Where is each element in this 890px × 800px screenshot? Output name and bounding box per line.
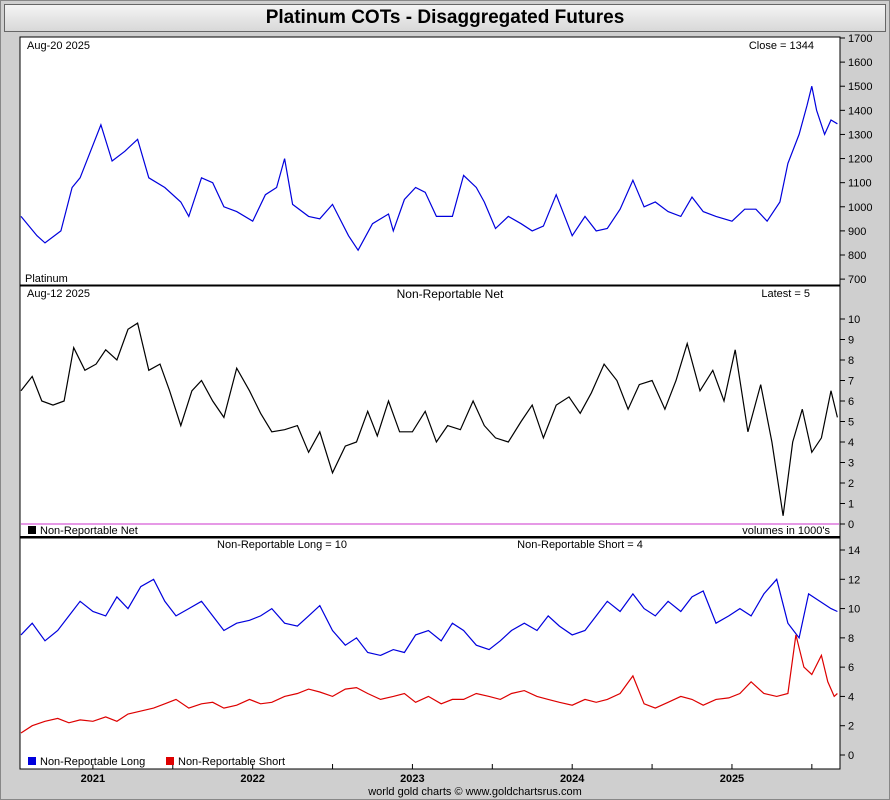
y-tick-label: 800 — [848, 250, 866, 262]
units-label: volumes in 1000's — [742, 525, 830, 537]
long-series-line — [20, 578, 838, 657]
net-series-line — [20, 322, 838, 516]
y-tick-label: 1200 — [848, 154, 872, 166]
long-legend-label: Non-Reportable Long — [40, 756, 145, 768]
chart-title: Platinum COTs - Disaggregated Futures — [4, 4, 886, 32]
y-tick-label: 9 — [848, 335, 854, 347]
y-tick-label: 10 — [848, 314, 860, 326]
y-tick-label: 3 — [848, 458, 854, 470]
y-tick-label: 1300 — [848, 129, 872, 141]
long-latest-label: Non-Reportable Long = 10 — [217, 539, 347, 551]
net-date-label: Aug-12 2025 — [27, 288, 90, 300]
y-tick-label: 12 — [848, 574, 860, 586]
price-close-label: Close = 1344 — [749, 40, 814, 52]
net-panel-title: Non-Reportable Net — [397, 287, 504, 301]
y-tick-label: 6 — [848, 396, 854, 408]
y-tick-label: 2 — [848, 478, 854, 490]
y-tick-label: 4 — [848, 437, 854, 449]
y-tick-label: 900 — [848, 226, 866, 238]
price-panel — [19, 36, 841, 286]
footer-credit: world gold charts © www.goldchartsrus.co… — [367, 786, 582, 798]
y-tick-label: 8 — [848, 633, 854, 645]
y-tick-label: 1100 — [848, 178, 872, 190]
net-latest-label: Latest = 5 — [761, 288, 810, 300]
y-tick-label: 7 — [848, 376, 854, 388]
short-latest-label: Non-Reportable Short = 4 — [517, 539, 643, 551]
y-tick-label: 1000 — [848, 202, 872, 214]
y-tick-label: 1 — [848, 499, 854, 511]
y-tick-label: 1700 — [848, 33, 872, 45]
y-tick-label: 1400 — [848, 105, 872, 117]
net-legend-label: Non-Reportable Net — [40, 525, 138, 537]
short-series-line — [20, 634, 838, 734]
y-tick-label: 1600 — [848, 57, 872, 69]
net-legend-swatch — [28, 526, 36, 534]
net-panel — [19, 285, 841, 538]
y-tick-label: 1500 — [848, 81, 872, 93]
x-tick-label: 2025 — [720, 773, 744, 785]
y-tick-label: 2 — [848, 721, 854, 733]
short-legend-label: Non-Reportable Short — [178, 756, 285, 768]
y-tick-label: 14 — [848, 545, 860, 557]
price-date-label: Aug-20 2025 — [27, 40, 90, 52]
x-tick-label: 2024 — [560, 773, 585, 785]
x-tick-label: 2023 — [400, 773, 424, 785]
y-tick-label: 4 — [848, 691, 854, 703]
y-tick-label: 700 — [848, 274, 866, 286]
x-tick-label: 2021 — [81, 773, 105, 785]
y-tick-label: 6 — [848, 662, 854, 674]
long-legend-swatch — [28, 757, 36, 765]
price-series-line — [20, 86, 838, 252]
x-tick-label: 2022 — [240, 773, 264, 785]
y-tick-label: 8 — [848, 355, 854, 367]
y-tick-label: 5 — [848, 417, 854, 429]
longshort-panel — [19, 537, 841, 770]
y-tick-label: 10 — [848, 604, 860, 616]
y-tick-label: 0 — [848, 750, 854, 762]
short-legend-swatch — [166, 757, 174, 765]
y-tick-label: 0 — [848, 519, 854, 531]
instrument-label: Platinum — [25, 273, 68, 285]
